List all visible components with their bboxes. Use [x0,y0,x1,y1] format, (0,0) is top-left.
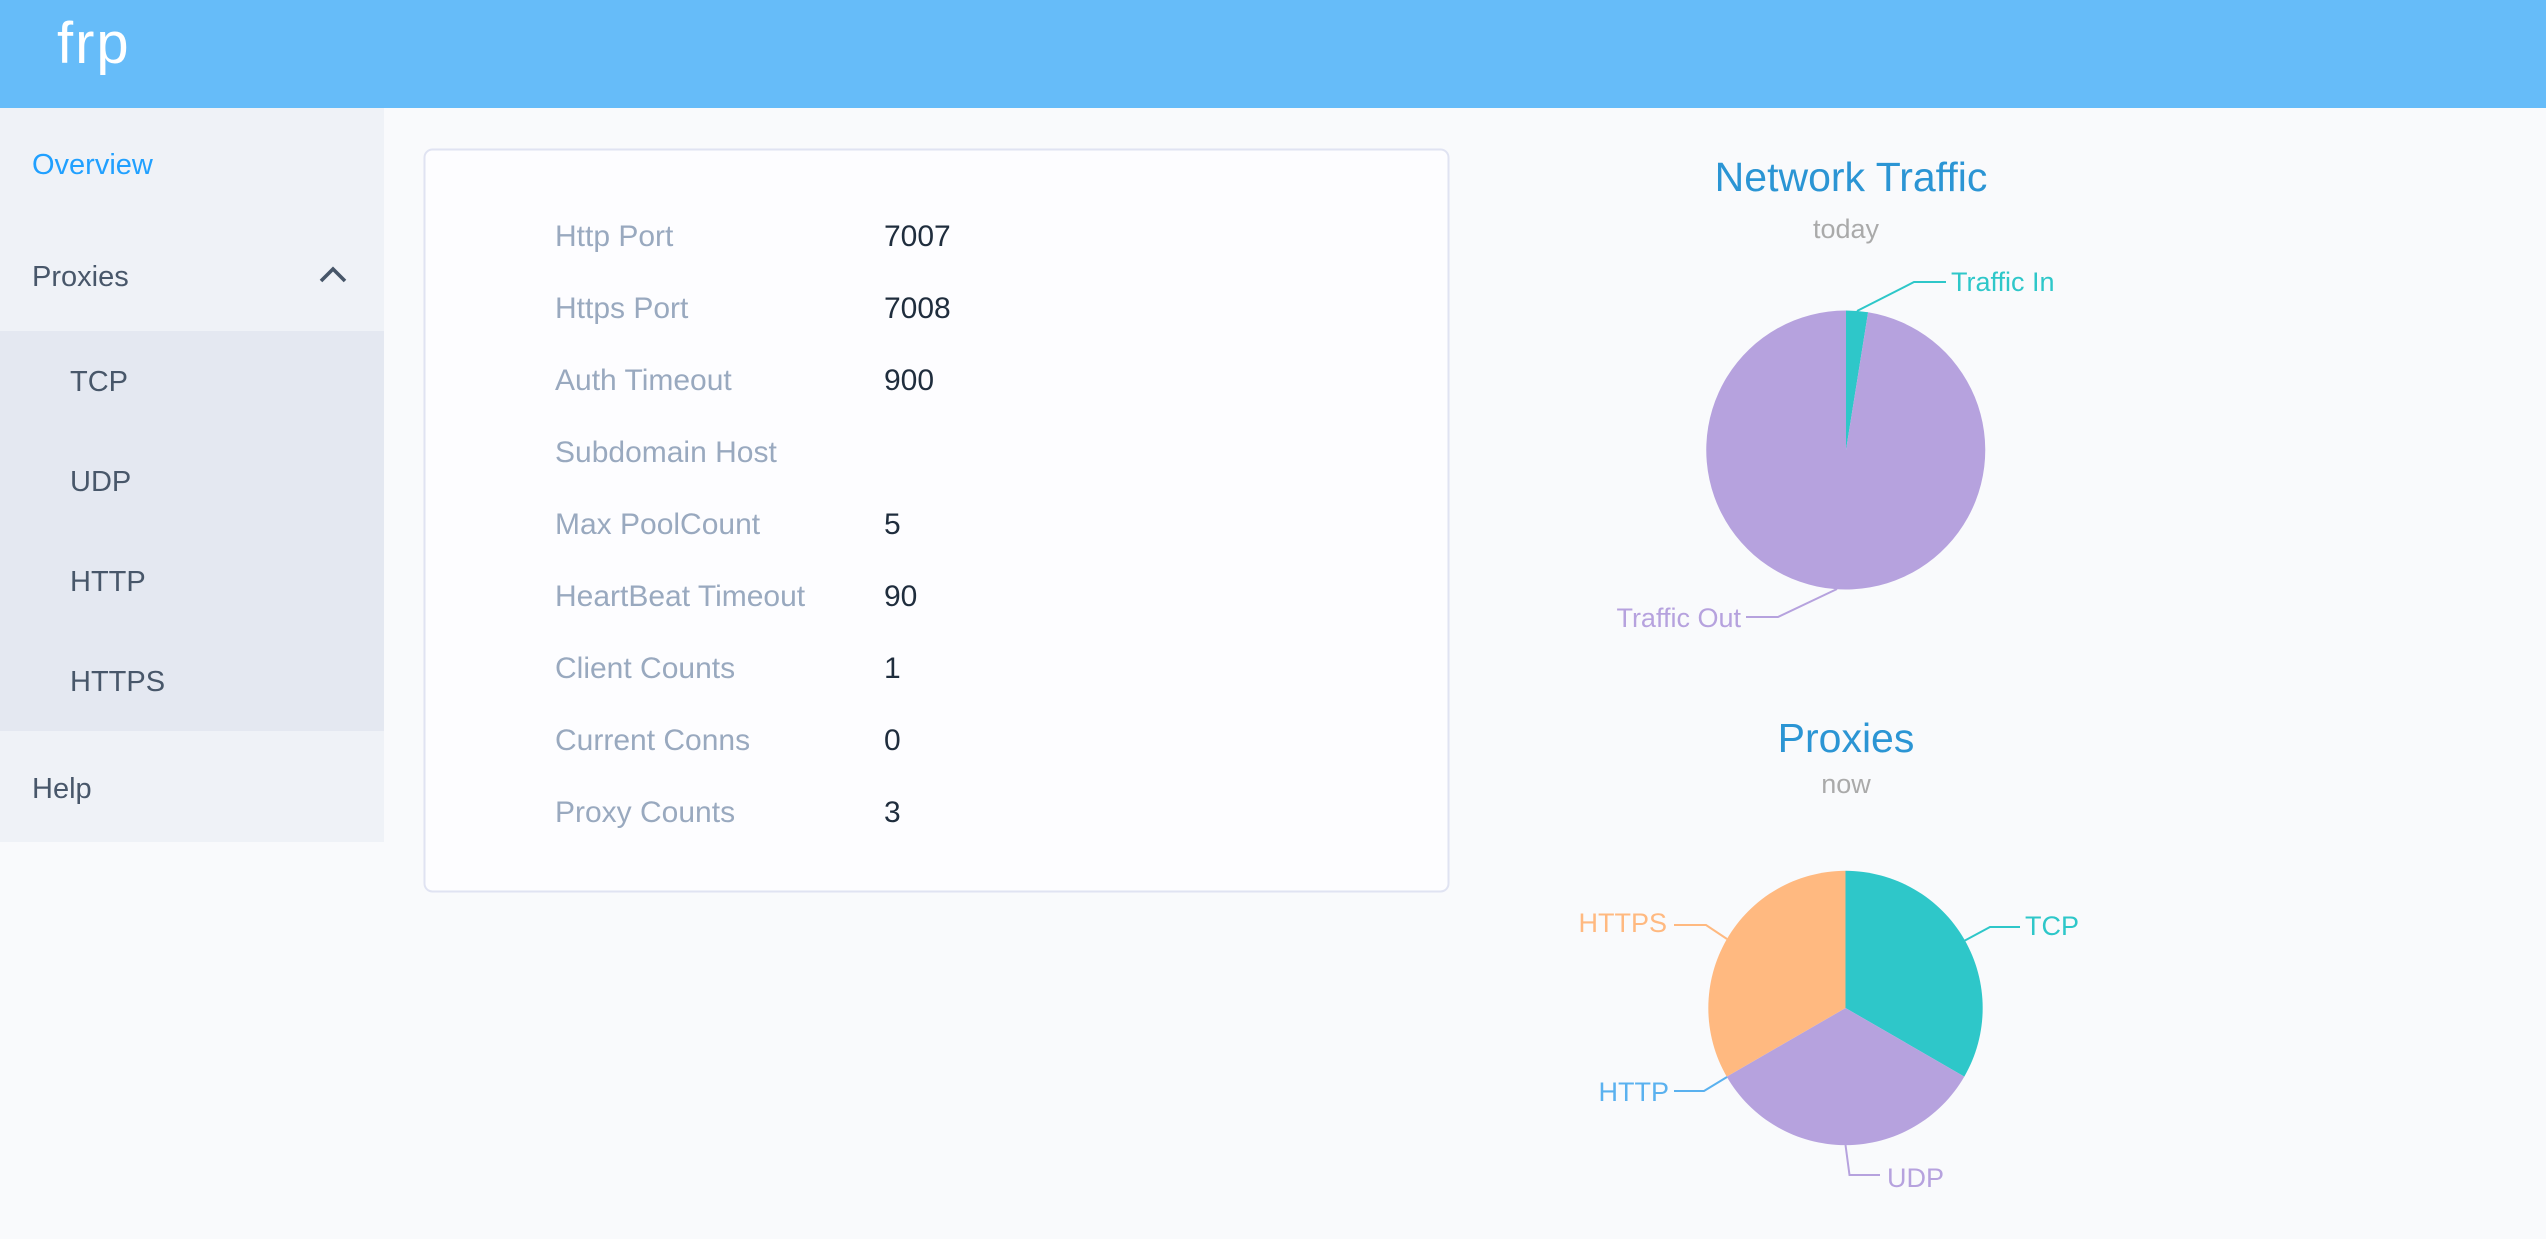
svg-text:Overview: Overview [32,149,154,181]
svg-text:Current Conns: Current Conns [555,724,750,757]
svg-text:HTTP: HTTP [70,566,146,598]
svg-text:7008: 7008 [884,292,951,325]
svg-text:Client Counts: Client Counts [555,652,735,685]
svg-text:Proxies: Proxies [1778,715,1915,761]
svg-text:frp: frp [57,11,131,76]
svg-text:Network Traffic: Network Traffic [1715,154,1988,200]
svg-text:HTTPS: HTTPS [1578,908,1667,938]
svg-text:0: 0 [884,724,901,757]
svg-text:UDP: UDP [70,466,131,498]
svg-text:Help: Help [32,773,92,805]
svg-text:HTTP: HTTP [1599,1077,1670,1107]
svg-text:Https Port: Https Port [555,292,689,325]
svg-text:Auth Timeout: Auth Timeout [555,364,732,397]
svg-text:Http Port: Http Port [555,220,674,253]
svg-text:today: today [1813,214,1880,244]
svg-text:900: 900 [884,364,934,397]
svg-text:Proxy Counts: Proxy Counts [555,796,735,829]
svg-text:Traffic In: Traffic In [1951,267,2055,297]
svg-text:Traffic Out: Traffic Out [1616,603,1741,633]
svg-text:TCP: TCP [2025,911,2079,941]
svg-text:90: 90 [884,580,917,613]
svg-text:HTTPS: HTTPS [70,666,165,698]
svg-text:Max PoolCount: Max PoolCount [555,508,761,541]
svg-text:3: 3 [884,796,901,829]
svg-text:Proxies: Proxies [32,261,129,293]
svg-text:UDP: UDP [1887,1163,1944,1193]
svg-text:5: 5 [884,508,901,541]
svg-text:TCP: TCP [70,366,128,398]
svg-text:now: now [1821,769,1871,799]
svg-text:Subdomain Host: Subdomain Host [555,436,777,469]
svg-text:7007: 7007 [884,220,951,253]
svg-text:1: 1 [884,652,901,685]
svg-text:HeartBeat Timeout: HeartBeat Timeout [555,580,806,613]
